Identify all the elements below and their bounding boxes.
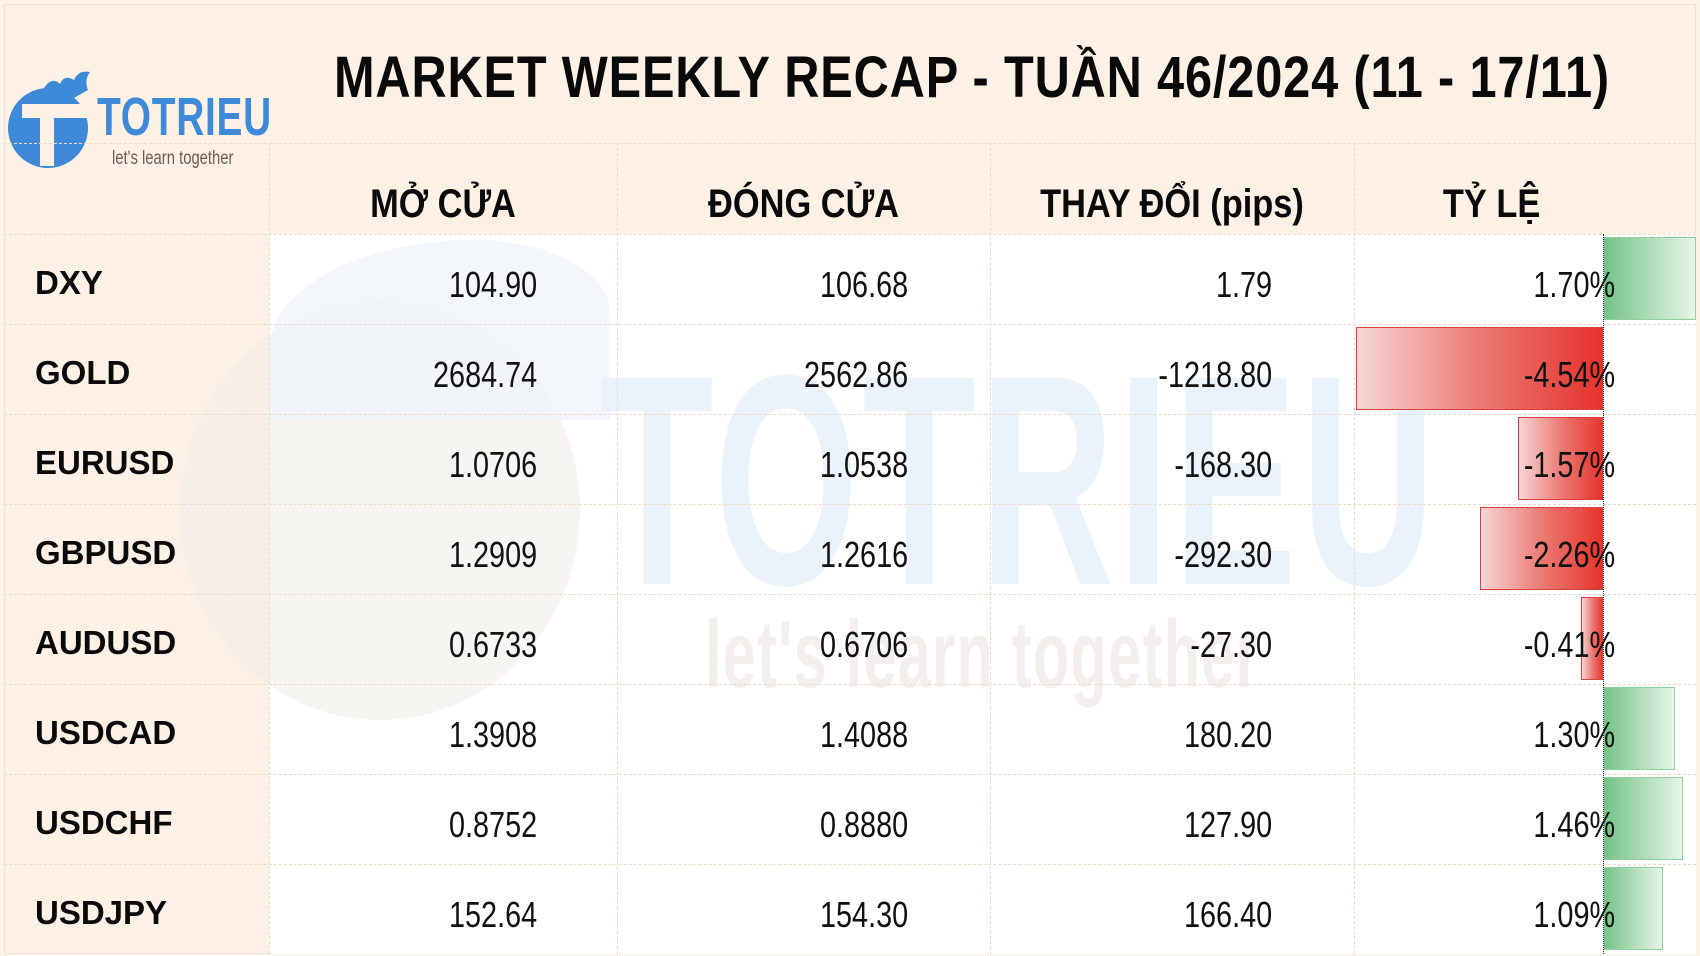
logo-tagline: let's learn together [112,148,234,169]
divider [4,143,1696,144]
open-value: 1.2909 [448,534,537,575]
close-value: 106.68 [819,264,908,305]
table-row: USDCAD 1.3908 1.4088 180.20 1.30% [0,684,1700,774]
percent-value: 1.46% [1533,804,1615,845]
divider [269,143,270,954]
percent-bar [1604,777,1684,860]
divider [4,774,1696,775]
percent-bar [1356,327,1603,410]
divider [4,504,1696,505]
percent-bar [1517,417,1603,500]
divider [1354,143,1355,954]
percent-value: -0.41% [1523,624,1615,665]
open-value: 104.90 [448,264,537,305]
bar-axis [1603,234,1604,954]
percent-value: -2.26% [1523,534,1615,575]
column-header-close: ĐÓNG CỬA [707,182,899,226]
change-value: 1.79 [1215,264,1272,305]
table-row: DXY 104.90 106.68 1.79 1.70% [0,234,1700,324]
divider [617,143,618,954]
divider [4,234,1696,235]
percent-value: -4.54% [1523,354,1615,395]
close-value: 1.2616 [819,534,908,575]
percent-value: -1.57% [1523,444,1615,485]
symbol-label: USDCHF [35,804,173,841]
open-value: 2684.74 [432,354,537,395]
close-value: 0.8880 [819,804,908,845]
open-value: 1.0706 [448,444,537,485]
symbol-label: USDCAD [35,714,177,751]
table-row: USDJPY 152.64 154.30 166.40 1.09% [0,864,1700,954]
page-title: MARKET WEEKLY RECAP - TUẦN 46/2024 (11 -… [334,45,1610,110]
percent-bar [1604,237,1697,320]
divider [990,143,991,954]
symbol-label: USDJPY [35,894,168,931]
symbol-label: GBPUSD [35,534,177,571]
table-row: GBPUSD 1.2909 1.2616 -292.30 -2.26% [0,504,1700,594]
column-header-open: MỞ CỬA [370,182,516,226]
change-value: -292.30 [1174,534,1272,575]
open-value: 152.64 [448,894,537,935]
close-value: 1.4088 [819,714,908,755]
divider [4,594,1696,595]
close-value: 154.30 [819,894,908,935]
change-value: -168.30 [1174,444,1272,485]
percent-bar [1580,597,1603,680]
brand-logo: TOTRIEU let's learn together [4,70,274,170]
table-row: EURUSD 1.0706 1.0538 -168.30 -1.57% [0,414,1700,504]
percent-value: 1.30% [1533,714,1615,755]
open-value: 1.3908 [448,714,537,755]
percent-value: 1.09% [1533,894,1615,935]
change-value: -27.30 [1190,624,1272,665]
symbol-label: GOLD [35,354,131,391]
divider [4,864,1696,865]
table-row: AUDUSD 0.6733 0.6706 -27.30 -0.41% [0,594,1700,684]
percent-bar [1480,507,1603,590]
change-value: 127.90 [1183,804,1272,845]
change-value: -1218.80 [1158,354,1272,395]
open-value: 0.8752 [448,804,537,845]
percent-bar [1604,687,1675,770]
symbol-label: EURUSD [35,444,175,481]
close-value: 2562.86 [803,354,908,395]
logo-wordmark: TOTRIEU [97,87,272,147]
column-header-percent: TỶ LỆ [1442,182,1541,226]
totrieu-flame-t-icon [8,71,90,168]
open-value: 0.6733 [448,624,537,665]
column-header-change: THAY ĐỔI (pips) [1040,182,1304,226]
symbol-label: DXY [35,264,103,301]
table-row: GOLD 2684.74 2562.86 -1218.80 -4.54% [0,324,1700,414]
change-value: 166.40 [1183,894,1272,935]
divider [4,324,1696,325]
change-value: 180.20 [1183,714,1272,755]
percent-bar [1604,867,1664,950]
close-value: 0.6706 [819,624,908,665]
percent-value: 1.70% [1533,264,1615,305]
symbol-label: AUDUSD [35,624,177,661]
divider [4,684,1696,685]
table-row: USDCHF 0.8752 0.8880 127.90 1.46% [0,774,1700,864]
close-value: 1.0538 [819,444,908,485]
divider [4,414,1696,415]
